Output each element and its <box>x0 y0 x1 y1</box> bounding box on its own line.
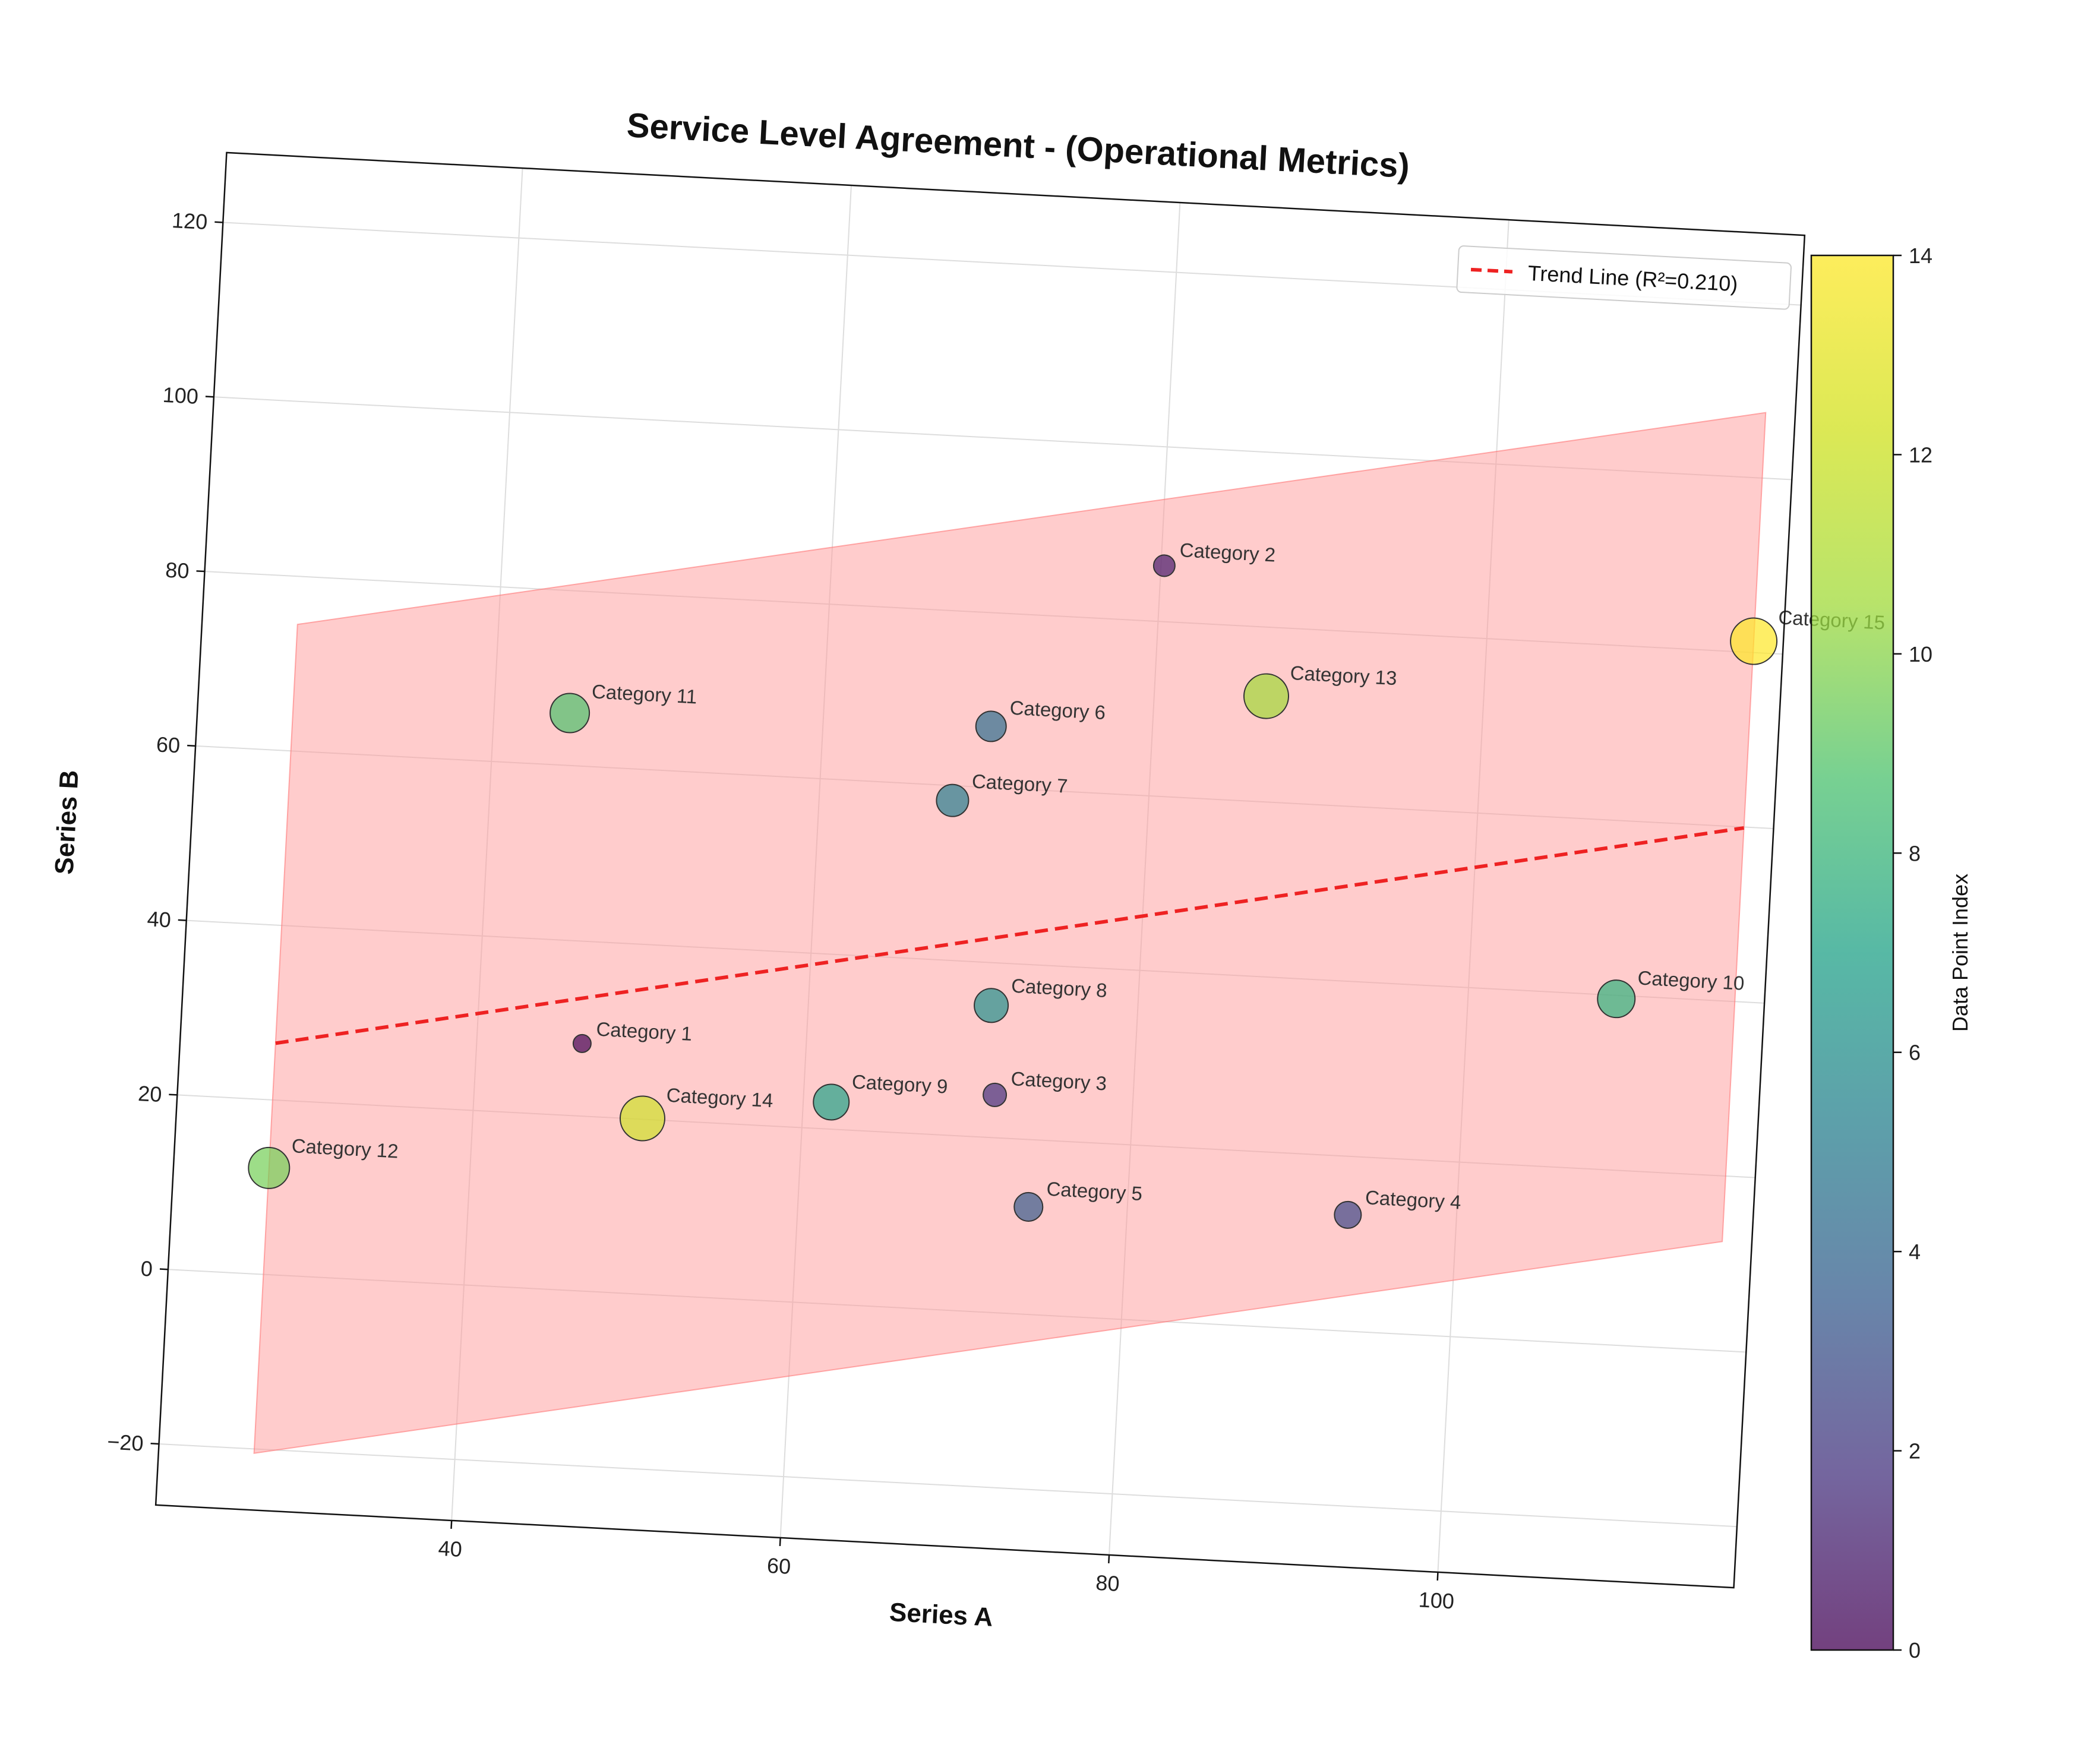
y-tick-label: 40 <box>147 906 172 932</box>
point-label: Category 4 <box>1365 1186 1461 1213</box>
colorbar-gradient <box>1810 254 1894 1651</box>
trend-line <box>275 826 1745 1045</box>
y-tick-mark <box>178 919 187 921</box>
scatter-point <box>1243 673 1289 719</box>
scatter-point <box>936 783 970 817</box>
y-tick-mark <box>214 221 223 223</box>
point-label: Category 7 <box>971 770 1068 797</box>
x-axis-title: Series A <box>889 1598 994 1632</box>
scatter-point <box>813 1083 850 1121</box>
y-tick-label: 80 <box>165 558 190 583</box>
scatter-point <box>619 1095 665 1142</box>
colorbar-tick-label: 12 <box>1909 443 1932 467</box>
point-label: Category 9 <box>851 1070 948 1097</box>
legend-trend-swatch <box>1470 267 1513 274</box>
colorbar-tick-label: 10 <box>1909 642 1932 666</box>
point-label: Category 1 <box>596 1018 693 1045</box>
colorbar-tick-label: 0 <box>1909 1638 1921 1662</box>
colorbar-tick-label: 2 <box>1909 1439 1921 1464</box>
point-label: Category 3 <box>1010 1067 1107 1094</box>
scatter-point <box>983 1082 1008 1107</box>
plot-frame <box>154 151 1806 1589</box>
x-ticks: 40 60 80 100 <box>438 1520 1455 1613</box>
y-tick-label: −20 <box>106 1429 144 1455</box>
y-tick-mark <box>150 1443 159 1445</box>
y-tick-label: 120 <box>171 208 208 234</box>
colorbar-tick-label: 8 <box>1909 841 1921 865</box>
colorbar-tick-label: 4 <box>1909 1240 1921 1264</box>
point-label: Category 8 <box>1010 975 1107 1001</box>
colorbar: 0 2 4 6 8 10 12 14 Data Point Index <box>1810 244 1972 1662</box>
colorbar-tick-label: 6 <box>1909 1041 1921 1065</box>
grid-line-y <box>159 1443 1737 1528</box>
x-tick-label: 60 <box>766 1553 791 1579</box>
x-tick-mark <box>779 1537 781 1546</box>
y-axis-title: Series B <box>50 769 84 875</box>
scatter-point <box>1597 979 1636 1019</box>
x-tick-label: 100 <box>1418 1587 1455 1613</box>
scatter-point <box>1013 1191 1044 1222</box>
chart-title: Service Level Agreement - (Operational M… <box>626 106 1410 185</box>
point-label: Category 6 <box>1009 697 1106 723</box>
scatter-point <box>1730 617 1778 665</box>
legend: Trend Line (R²=0.210) <box>1456 245 1792 310</box>
scatter-point <box>550 693 590 734</box>
point-labels: Category 1 Category 2 Category 3 Category 4… <box>291 539 1886 1213</box>
y-tick-label: 0 <box>140 1256 153 1281</box>
colorbar-tick-label: 14 <box>1909 244 1932 268</box>
scatter-point <box>1334 1200 1362 1229</box>
y-tick-mark <box>187 744 196 747</box>
scatter-point <box>975 710 1007 742</box>
y-ticks: −20 0 20 40 60 80 100 120 <box>106 208 223 1456</box>
colorbar-title: Data Point Index <box>1948 874 1972 1032</box>
x-tick-label: 40 <box>438 1536 463 1562</box>
point-label: Category 2 <box>1179 539 1276 565</box>
y-tick-label: 100 <box>162 383 199 409</box>
scatter-points <box>248 554 1778 1229</box>
plot-area: Category 1 Category 2 Category 3 Category 4… <box>50 106 1886 1632</box>
point-label: Category 5 <box>1046 1178 1143 1205</box>
scatter-point <box>248 1146 290 1189</box>
y-tick-label: 20 <box>137 1081 162 1107</box>
colorbar-ticks: 0 2 4 6 8 10 12 14 <box>1893 244 1932 1662</box>
y-tick-label: 60 <box>156 732 181 757</box>
scatter-point <box>1152 554 1176 577</box>
scatter-point <box>974 988 1009 1023</box>
scatter-point <box>572 1033 592 1053</box>
x-tick-label: 80 <box>1095 1570 1120 1596</box>
